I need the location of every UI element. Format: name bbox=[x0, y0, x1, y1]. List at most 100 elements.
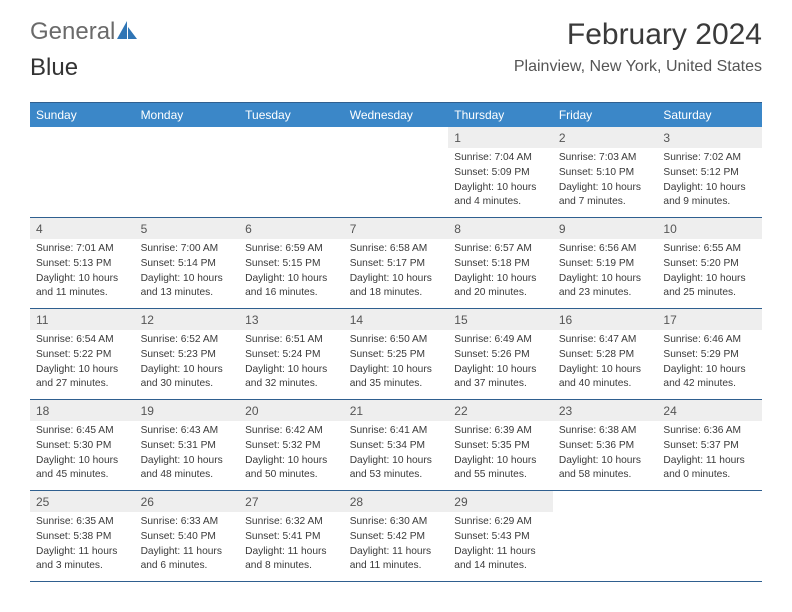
sunrise-text: Sunrise: 6:30 AM bbox=[350, 515, 443, 529]
day-cell: 16Sunrise: 6:47 AMSunset: 5:28 PMDayligh… bbox=[553, 309, 658, 399]
sunrise-text: Sunrise: 6:49 AM bbox=[454, 333, 547, 347]
daylight2-text: and 7 minutes. bbox=[559, 195, 652, 209]
sunset-text: Sunset: 5:28 PM bbox=[559, 348, 652, 362]
sunset-text: Sunset: 5:10 PM bbox=[559, 166, 652, 180]
sunset-text: Sunset: 5:20 PM bbox=[663, 257, 756, 271]
day-cell: 23Sunrise: 6:38 AMSunset: 5:36 PMDayligh… bbox=[553, 400, 658, 490]
day-number: 28 bbox=[344, 491, 449, 512]
sunrise-text: Sunrise: 6:45 AM bbox=[36, 424, 129, 438]
sunset-text: Sunset: 5:35 PM bbox=[454, 439, 547, 453]
day-cell: 13Sunrise: 6:51 AMSunset: 5:24 PMDayligh… bbox=[239, 309, 344, 399]
sunset-text: Sunset: 5:13 PM bbox=[36, 257, 129, 271]
daylight1-text: Daylight: 11 hours bbox=[663, 454, 756, 468]
sunset-text: Sunset: 5:43 PM bbox=[454, 530, 547, 544]
day-cell: 4Sunrise: 7:01 AMSunset: 5:13 PMDaylight… bbox=[30, 218, 135, 308]
day-number: 13 bbox=[239, 309, 344, 330]
daylight2-text: and 25 minutes. bbox=[663, 286, 756, 300]
day-number: 5 bbox=[135, 218, 240, 239]
day-cell: 24Sunrise: 6:36 AMSunset: 5:37 PMDayligh… bbox=[657, 400, 762, 490]
day-cell: 6Sunrise: 6:59 AMSunset: 5:15 PMDaylight… bbox=[239, 218, 344, 308]
empty-cell bbox=[657, 491, 762, 581]
day-cell: 28Sunrise: 6:30 AMSunset: 5:42 PMDayligh… bbox=[344, 491, 449, 581]
sunset-text: Sunset: 5:34 PM bbox=[350, 439, 443, 453]
calendar-page: General February 2024 Plainview, New Yor… bbox=[0, 0, 792, 592]
sunset-text: Sunset: 5:37 PM bbox=[663, 439, 756, 453]
daylight1-text: Daylight: 10 hours bbox=[141, 363, 234, 377]
calendar-weeks: 1Sunrise: 7:04 AMSunset: 5:09 PMDaylight… bbox=[30, 127, 762, 582]
day-number: 9 bbox=[553, 218, 658, 239]
daylight2-text: and 37 minutes. bbox=[454, 377, 547, 391]
day-cell: 10Sunrise: 6:55 AMSunset: 5:20 PMDayligh… bbox=[657, 218, 762, 308]
day-number: 14 bbox=[344, 309, 449, 330]
empty-cell bbox=[30, 127, 135, 217]
sunrise-text: Sunrise: 6:52 AM bbox=[141, 333, 234, 347]
day-cell: 3Sunrise: 7:02 AMSunset: 5:12 PMDaylight… bbox=[657, 127, 762, 217]
sunset-text: Sunset: 5:23 PM bbox=[141, 348, 234, 362]
day-details: Sunrise: 7:00 AMSunset: 5:14 PMDaylight:… bbox=[135, 239, 240, 307]
day-details: Sunrise: 6:47 AMSunset: 5:28 PMDaylight:… bbox=[553, 330, 658, 398]
week-row: 4Sunrise: 7:01 AMSunset: 5:13 PMDaylight… bbox=[30, 218, 762, 309]
day-cell: 25Sunrise: 6:35 AMSunset: 5:38 PMDayligh… bbox=[30, 491, 135, 581]
daylight2-text: and 55 minutes. bbox=[454, 468, 547, 482]
daylight2-text: and 32 minutes. bbox=[245, 377, 338, 391]
day-cell: 22Sunrise: 6:39 AMSunset: 5:35 PMDayligh… bbox=[448, 400, 553, 490]
day-cell: 18Sunrise: 6:45 AMSunset: 5:30 PMDayligh… bbox=[30, 400, 135, 490]
day-cell: 17Sunrise: 6:46 AMSunset: 5:29 PMDayligh… bbox=[657, 309, 762, 399]
sunset-text: Sunset: 5:42 PM bbox=[350, 530, 443, 544]
sunrise-text: Sunrise: 6:46 AM bbox=[663, 333, 756, 347]
daylight1-text: Daylight: 10 hours bbox=[559, 363, 652, 377]
sunset-text: Sunset: 5:26 PM bbox=[454, 348, 547, 362]
day-number: 1 bbox=[448, 127, 553, 148]
dayname-cell: Friday bbox=[553, 103, 658, 127]
daylight2-text: and 11 minutes. bbox=[350, 559, 443, 573]
day-cell: 26Sunrise: 6:33 AMSunset: 5:40 PMDayligh… bbox=[135, 491, 240, 581]
sunrise-text: Sunrise: 7:01 AM bbox=[36, 242, 129, 256]
sunrise-text: Sunrise: 7:04 AM bbox=[454, 151, 547, 165]
calendar-day-header: SundayMondayTuesdayWednesdayThursdayFrid… bbox=[30, 103, 762, 127]
day-cell: 20Sunrise: 6:42 AMSunset: 5:32 PMDayligh… bbox=[239, 400, 344, 490]
daylight1-text: Daylight: 10 hours bbox=[245, 454, 338, 468]
daylight1-text: Daylight: 10 hours bbox=[454, 272, 547, 286]
sunset-text: Sunset: 5:15 PM bbox=[245, 257, 338, 271]
week-row: 11Sunrise: 6:54 AMSunset: 5:22 PMDayligh… bbox=[30, 309, 762, 400]
location-text: Plainview, New York, United States bbox=[514, 58, 762, 76]
logo-text-1: General bbox=[30, 18, 115, 46]
day-cell: 8Sunrise: 6:57 AMSunset: 5:18 PMDaylight… bbox=[448, 218, 553, 308]
day-number: 15 bbox=[448, 309, 553, 330]
daylight1-text: Daylight: 10 hours bbox=[245, 272, 338, 286]
daylight1-text: Daylight: 10 hours bbox=[454, 181, 547, 195]
day-details: Sunrise: 6:43 AMSunset: 5:31 PMDaylight:… bbox=[135, 421, 240, 489]
sunrise-text: Sunrise: 6:35 AM bbox=[36, 515, 129, 529]
daylight2-text: and 8 minutes. bbox=[245, 559, 338, 573]
daylight2-text: and 58 minutes. bbox=[559, 468, 652, 482]
daylight1-text: Daylight: 10 hours bbox=[245, 363, 338, 377]
sunrise-text: Sunrise: 6:50 AM bbox=[350, 333, 443, 347]
sunrise-text: Sunrise: 6:38 AM bbox=[559, 424, 652, 438]
daylight1-text: Daylight: 10 hours bbox=[36, 363, 129, 377]
week-row: 1Sunrise: 7:04 AMSunset: 5:09 PMDaylight… bbox=[30, 127, 762, 218]
day-number: 10 bbox=[657, 218, 762, 239]
sunrise-text: Sunrise: 6:56 AM bbox=[559, 242, 652, 256]
daylight1-text: Daylight: 10 hours bbox=[559, 272, 652, 286]
sunrise-text: Sunrise: 7:03 AM bbox=[559, 151, 652, 165]
day-number: 11 bbox=[30, 309, 135, 330]
empty-cell bbox=[135, 127, 240, 217]
daylight2-text: and 18 minutes. bbox=[350, 286, 443, 300]
day-cell: 2Sunrise: 7:03 AMSunset: 5:10 PMDaylight… bbox=[553, 127, 658, 217]
day-details: Sunrise: 7:01 AMSunset: 5:13 PMDaylight:… bbox=[30, 239, 135, 307]
sunset-text: Sunset: 5:18 PM bbox=[454, 257, 547, 271]
sunrise-text: Sunrise: 6:33 AM bbox=[141, 515, 234, 529]
sunset-text: Sunset: 5:40 PM bbox=[141, 530, 234, 544]
daylight2-text: and 4 minutes. bbox=[454, 195, 547, 209]
day-cell: 21Sunrise: 6:41 AMSunset: 5:34 PMDayligh… bbox=[344, 400, 449, 490]
day-details: Sunrise: 6:58 AMSunset: 5:17 PMDaylight:… bbox=[344, 239, 449, 307]
sunrise-text: Sunrise: 6:58 AM bbox=[350, 242, 443, 256]
day-details: Sunrise: 6:57 AMSunset: 5:18 PMDaylight:… bbox=[448, 239, 553, 307]
day-details: Sunrise: 6:52 AMSunset: 5:23 PMDaylight:… bbox=[135, 330, 240, 398]
day-details: Sunrise: 7:03 AMSunset: 5:10 PMDaylight:… bbox=[553, 148, 658, 216]
day-cell: 7Sunrise: 6:58 AMSunset: 5:17 PMDaylight… bbox=[344, 218, 449, 308]
daylight1-text: Daylight: 10 hours bbox=[350, 363, 443, 377]
day-details: Sunrise: 6:54 AMSunset: 5:22 PMDaylight:… bbox=[30, 330, 135, 398]
sunrise-text: Sunrise: 6:41 AM bbox=[350, 424, 443, 438]
sunset-text: Sunset: 5:30 PM bbox=[36, 439, 129, 453]
